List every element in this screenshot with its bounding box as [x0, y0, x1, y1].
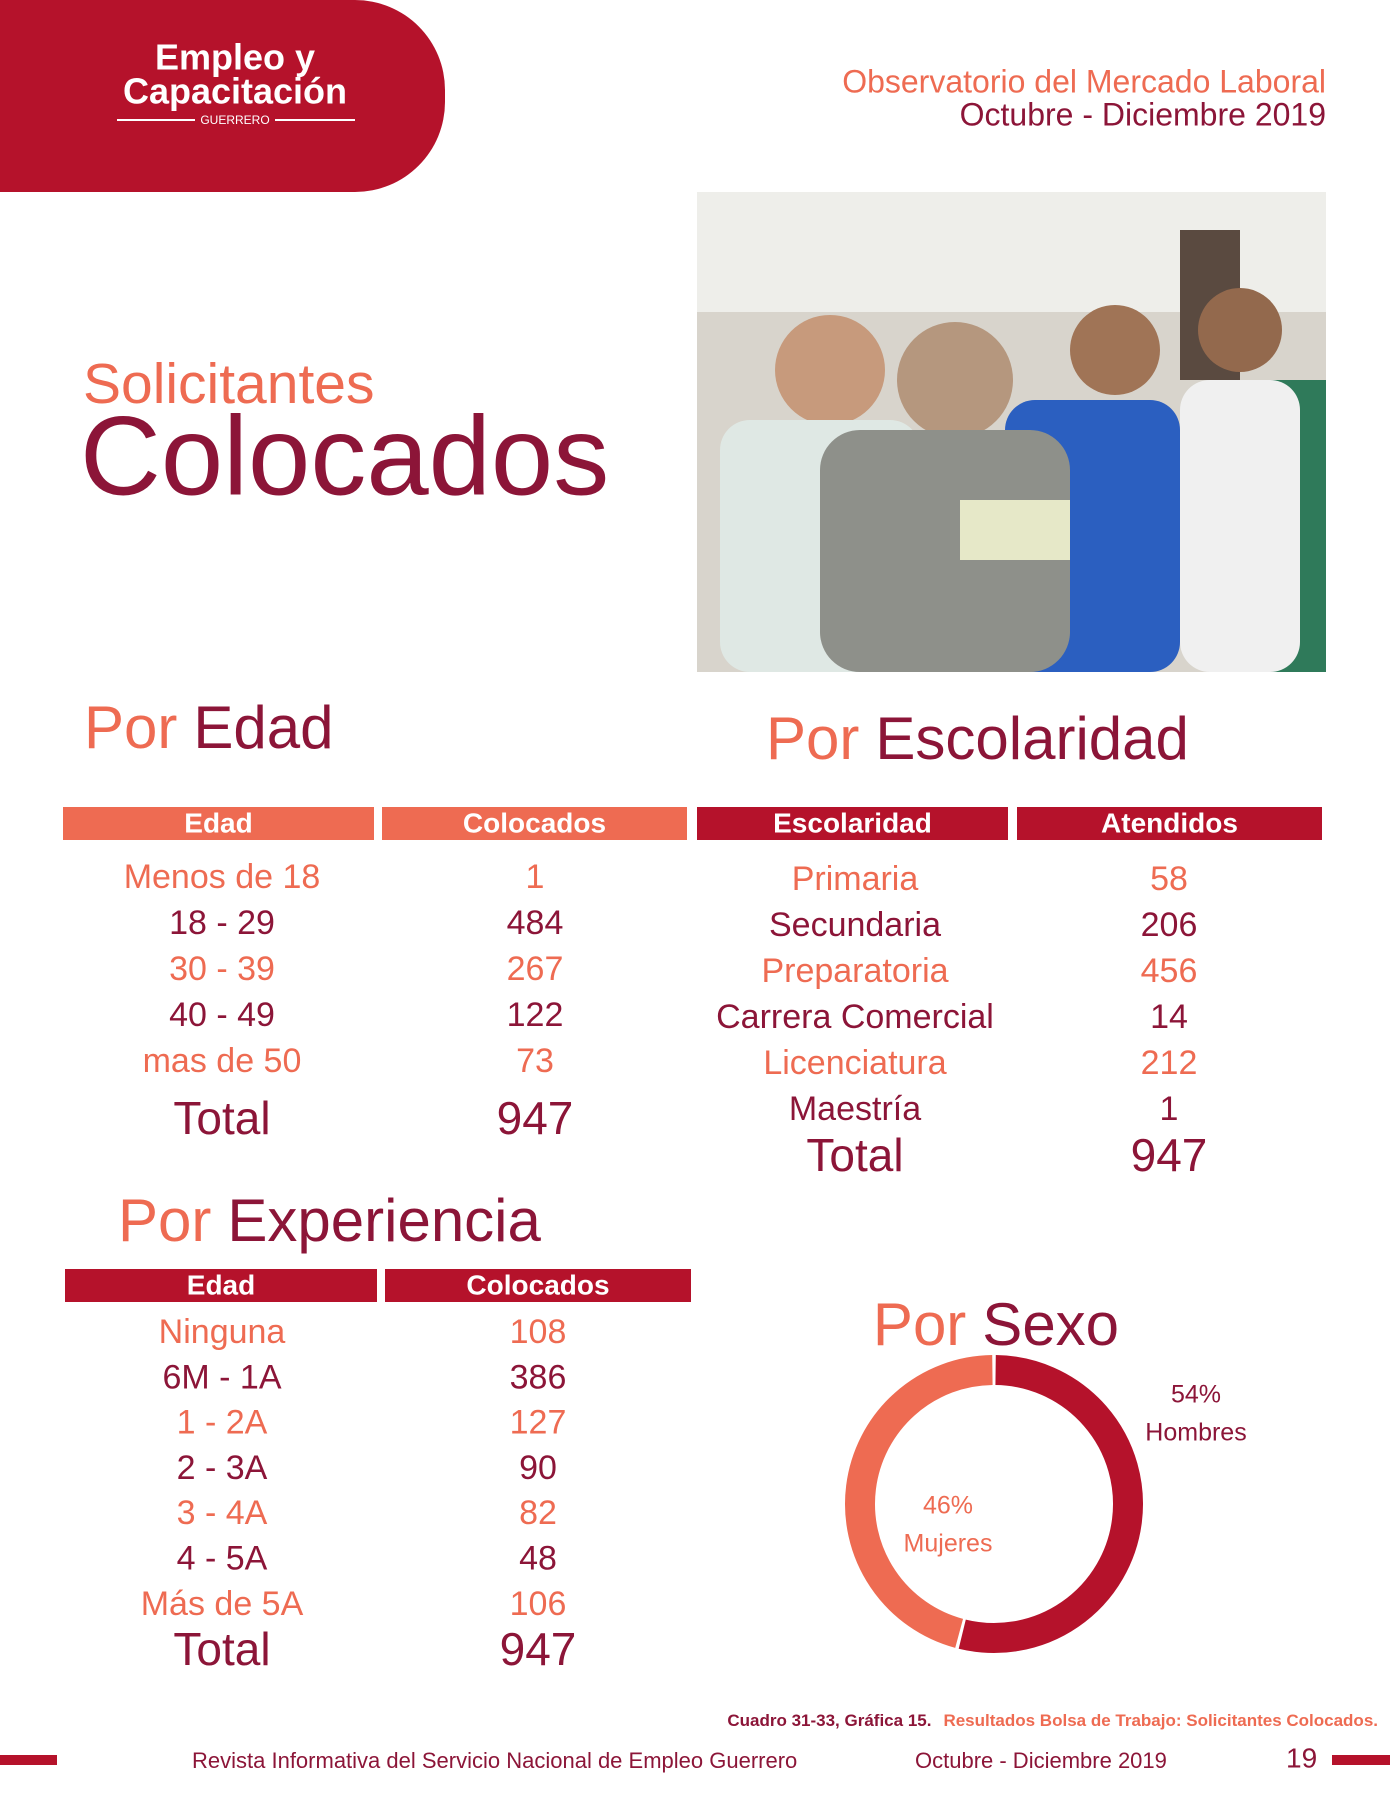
heading-topic: Sexo — [982, 1291, 1119, 1358]
table-header-cell — [382, 807, 687, 840]
table-cell: 206 — [1141, 906, 1198, 944]
data-label: 54% — [1171, 1381, 1221, 1409]
section-heading: Por Edad — [84, 694, 334, 761]
section-heading: Por Experiencia — [118, 1187, 542, 1254]
table-cell: Maestría — [789, 1090, 921, 1128]
table-header-cell — [63, 807, 374, 840]
table-cell: 484 — [507, 904, 564, 942]
footer-period: Octubre - Diciembre 2019 — [915, 1748, 1167, 1773]
donut-chart: 54% Hombres 46% Mujeres — [845, 1355, 1247, 1653]
table-cell: 386 — [510, 1358, 567, 1396]
heading-por: Por — [84, 694, 177, 761]
table-header-text: Edad — [187, 1269, 255, 1300]
table-cell: 4 - 5A — [177, 1539, 268, 1577]
heading-topic: Experiencia — [227, 1187, 541, 1254]
table-total: Total — [173, 1092, 270, 1144]
table-cell: 127 — [510, 1404, 567, 1442]
caption-ref: Cuadro 31-33, Gráfica 15. — [727, 1711, 931, 1730]
category-label: Hombres — [1145, 1419, 1246, 1447]
table-header-text: Colocados — [466, 1269, 609, 1300]
heading-por: Por — [766, 705, 859, 772]
table-cell: Más de 5A — [141, 1585, 304, 1623]
table-header-cell — [1017, 807, 1322, 840]
caption: Cuadro 31-33, Gráfica 15. Resultados Bols… — [727, 1711, 1378, 1730]
table-total: 947 — [500, 1623, 577, 1675]
table-cell: 1 — [1160, 1090, 1179, 1128]
table-cell: 73 — [516, 1042, 554, 1080]
table-total: Total — [173, 1623, 270, 1675]
logo-text: Empleo y — [155, 37, 315, 78]
category-label: Mujeres — [904, 1530, 993, 1558]
table-cell: Menos de 18 — [124, 858, 321, 896]
table-cell: 14 — [1150, 998, 1188, 1036]
table-cell: 2 - 3A — [177, 1449, 268, 1487]
table-header-cell — [697, 807, 1008, 840]
table-cell: 30 - 39 — [169, 950, 275, 988]
table-cell: 108 — [510, 1313, 567, 1351]
period: Octubre - Diciembre 2019 — [960, 96, 1326, 132]
table-header-cell — [385, 1269, 691, 1302]
data-label: 46% — [923, 1492, 973, 1520]
caption-text: Resultados Bolsa de Trabajo: Solicitante… — [943, 1711, 1378, 1730]
footer-bar — [0, 1755, 57, 1765]
heading-por: Por — [873, 1291, 966, 1358]
table-cell: 18 - 29 — [169, 904, 275, 942]
table-cell: Carrera Comercial — [716, 998, 994, 1036]
heading-topic: Edad — [193, 694, 333, 761]
logo-text: Capacitación — [123, 71, 347, 112]
table-cell: 122 — [507, 996, 564, 1034]
table-total: 947 — [497, 1092, 574, 1144]
header-band — [0, 0, 445, 192]
donut-segment — [958, 1355, 1143, 1653]
table-header-text: Edad — [184, 807, 252, 838]
donut-segment — [845, 1355, 993, 1648]
table-cell: 6M - 1A — [162, 1358, 281, 1396]
footer-bar — [1332, 1755, 1390, 1765]
title-line2: Colocados — [80, 394, 609, 519]
table-header-text: Colocados — [463, 807, 606, 838]
table-cell: 90 — [519, 1449, 557, 1487]
page-number: 19 — [1286, 1742, 1317, 1773]
observatory: Observatorio del Mercado Laboral — [842, 63, 1326, 99]
table-cell: 48 — [519, 1539, 557, 1577]
table-cell: 82 — [519, 1494, 557, 1532]
table-total: 947 — [1131, 1129, 1208, 1181]
table-cell: 267 — [507, 950, 564, 988]
table-cell: 212 — [1141, 1044, 1198, 1082]
photo — [697, 192, 1326, 672]
table-cell: Secundaria — [769, 906, 941, 944]
table-cell: Primaria — [792, 860, 919, 898]
table-cell: Licenciatura — [763, 1044, 946, 1082]
heading-por: Por — [118, 1187, 211, 1254]
table-cell: 1 - 2A — [177, 1404, 268, 1442]
logo-text: GUERRERO — [200, 113, 269, 127]
table-header-text: Atendidos — [1101, 807, 1238, 838]
table-cell: 456 — [1141, 952, 1198, 990]
footer-magazine: Revista Informativa del Servicio Naciona… — [192, 1748, 797, 1773]
table-cell: 40 - 49 — [169, 996, 275, 1034]
title-line1: Solicitantes — [83, 352, 375, 416]
table-cell: Preparatoria — [761, 952, 948, 990]
table-header-text: Escolaridad — [773, 807, 932, 838]
table-total: Total — [806, 1129, 903, 1181]
table-cell: 1 — [526, 858, 545, 896]
table-cell: Ninguna — [159, 1313, 286, 1351]
table-header-cell — [65, 1269, 377, 1302]
table-cell: 106 — [510, 1585, 567, 1623]
table-cell: mas de 50 — [143, 1042, 302, 1080]
heading-topic: Escolaridad — [875, 705, 1189, 772]
table-cell: 58 — [1150, 860, 1188, 898]
section-heading: Por Sexo — [873, 1291, 1119, 1358]
section-heading: Por Escolaridad — [766, 705, 1189, 772]
table-cell: 3 - 4A — [177, 1494, 268, 1532]
